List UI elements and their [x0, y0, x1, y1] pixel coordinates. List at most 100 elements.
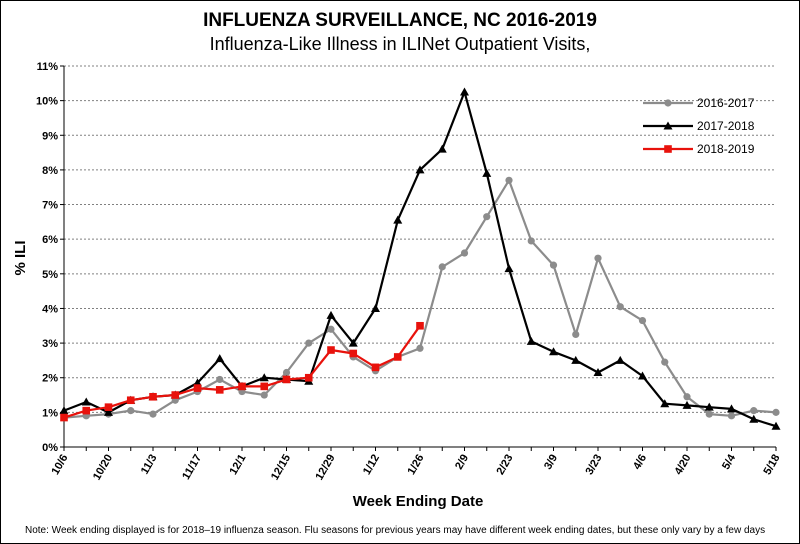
data-point [704, 402, 714, 411]
x-tick-label: 3/9 [542, 453, 560, 472]
x-tick-label: 11/3 [139, 453, 160, 477]
data-point [771, 421, 781, 430]
data-point [438, 263, 446, 271]
x-tick-labels: 10/6 10/20 11/3 11/17 12/1 12/15 12/29 1/12 1/26… [49, 452, 782, 483]
series-2018-2019 [60, 321, 424, 422]
x-tick-label: 10/20 [91, 453, 115, 483]
x-tick-label: 12/29 [313, 453, 337, 483]
y-tick-label: 3% [42, 338, 58, 350]
data-point [505, 176, 513, 184]
data-point [104, 407, 113, 416]
data-point [549, 261, 558, 269]
legend-label: 2018-2019 [697, 142, 755, 156]
y-tick-label: 9% [42, 130, 58, 142]
data-point [393, 353, 402, 361]
legend-label: 2017-2018 [697, 119, 755, 133]
series-line [63, 90, 777, 428]
y-tick-label: 2% [42, 373, 58, 385]
data-point [171, 391, 180, 399]
data-point [727, 412, 736, 420]
series-2017-2018 [59, 87, 781, 430]
data-point [81, 397, 91, 406]
series-line [63, 179, 777, 419]
x-tick-label: 2/23 [494, 453, 515, 478]
data-point [638, 371, 647, 380]
y-axis-label: % ILI [12, 240, 29, 275]
data-point [616, 303, 624, 311]
x-tick-label: 2/9 [453, 453, 471, 472]
data-point [415, 165, 425, 174]
y-tick-labels: 0% 1% 2% 3% 4% 5% 6% 7% 8% 9% 10% 11% [36, 61, 58, 454]
chart-subtitle: Influenza-Like Illness in ILINet Outpati… [210, 34, 591, 54]
data-point [371, 303, 380, 312]
data-point [60, 413, 68, 422]
data-point [127, 407, 135, 415]
x-tick-label: 3/23 [583, 453, 604, 478]
data-point [683, 393, 691, 401]
y-tick-label: 5% [42, 269, 58, 281]
gridlines [60, 65, 776, 448]
data-point [260, 382, 269, 391]
x-axis-label: Week Ending Date [353, 493, 484, 510]
data-point [660, 399, 670, 408]
data-point [304, 373, 313, 382]
data-point [705, 410, 713, 418]
data-point [638, 316, 647, 325]
data-point [215, 386, 224, 394]
legend-item: 2017-2018 [643, 119, 755, 133]
data-point [216, 375, 224, 384]
legend: 2016-2017 2017-2018 2018-2019 [643, 96, 755, 156]
y-tick-label: 4% [42, 303, 58, 315]
data-point [749, 414, 759, 423]
data-point [594, 254, 602, 262]
series-2016-2017 [60, 176, 780, 422]
data-point [393, 215, 403, 224]
legend-item: 2018-2019 [643, 142, 755, 156]
data-point [282, 368, 291, 377]
data-point [460, 249, 469, 257]
data-point [260, 391, 268, 399]
data-point [750, 407, 758, 415]
x-tick-label: 12/15 [269, 453, 293, 483]
series-group [59, 87, 781, 430]
x-tick-label: 10/6 [49, 453, 70, 478]
y-tick-label: 10% [36, 96, 58, 108]
axes [63, 66, 777, 451]
data-point [527, 237, 535, 245]
data-point [549, 347, 558, 356]
data-point [348, 338, 358, 347]
data-point [282, 375, 291, 384]
y-tick-label: 11% [37, 61, 59, 73]
data-point [126, 396, 135, 405]
legend-item: 2016-2017 [643, 96, 755, 110]
data-point [327, 325, 335, 333]
legend-label: 2016-2017 [697, 96, 755, 110]
data-point [349, 349, 358, 358]
chart-title: INFLUENZA SURVEILLANCE, NC 2016-2019 [203, 10, 597, 31]
data-point [193, 384, 202, 392]
data-point [416, 321, 424, 330]
data-point [572, 330, 580, 339]
x-tick-label: 12/1 [227, 453, 248, 478]
data-point [437, 144, 447, 153]
data-point [460, 87, 469, 96]
x-tick-label: 4/6 [631, 453, 649, 472]
x-tick-label: 5/18 [761, 453, 782, 478]
data-point [371, 363, 380, 372]
data-point [663, 121, 673, 130]
data-point [416, 344, 424, 352]
data-point [59, 406, 69, 415]
data-point [593, 368, 603, 377]
data-point [661, 358, 669, 366]
data-point [215, 354, 225, 363]
y-tick-label: 6% [42, 234, 58, 246]
data-point [664, 99, 672, 107]
data-point [504, 264, 514, 273]
y-tick-label: 1% [42, 407, 58, 419]
data-point [664, 145, 672, 153]
data-point [482, 168, 492, 177]
x-tick-label: 1/26 [405, 453, 426, 478]
series-line [63, 325, 421, 419]
data-point [305, 339, 313, 347]
